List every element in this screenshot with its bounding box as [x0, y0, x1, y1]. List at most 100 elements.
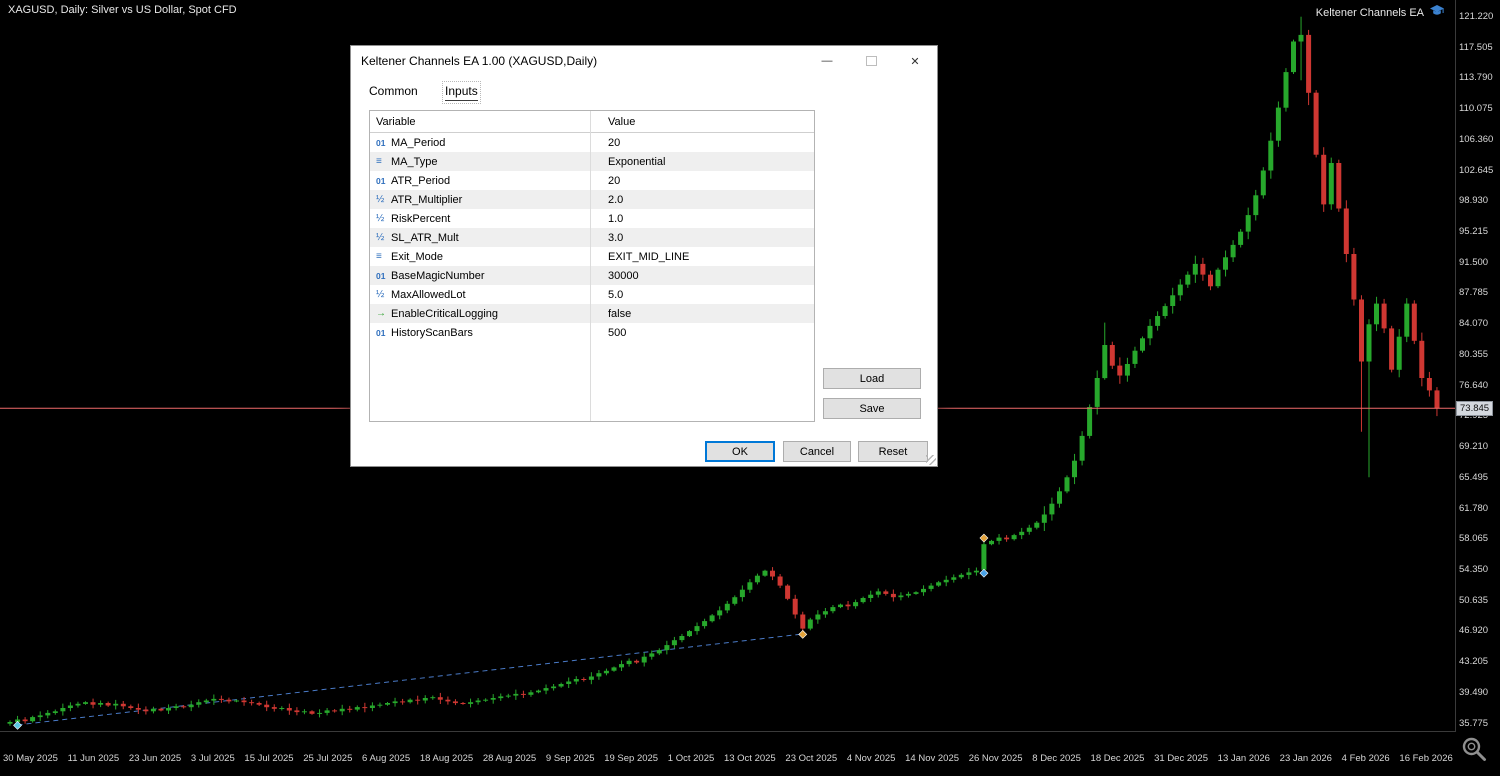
price-tick-label: 87.785	[1459, 287, 1489, 299]
param-name: HistoryScanBars	[391, 326, 473, 339]
param-value[interactable]: 500	[608, 326, 627, 339]
ok-button[interactable]: OK	[705, 441, 775, 462]
price-tick-label: 121.220	[1459, 11, 1494, 22]
price-tick-label: 72.925	[1459, 410, 1489, 422]
maximize-button[interactable]	[849, 46, 893, 76]
minimize-icon: —	[821, 55, 833, 67]
resize-grip[interactable]	[926, 455, 936, 465]
param-name: ATR_Multiplier	[391, 193, 463, 206]
price-axis[interactable]: 121.220 117.505 113.790 110.075 106.360 102.6…	[1456, 0, 1500, 731]
column-header-variable[interactable]: Variable	[370, 111, 602, 133]
date-tick-label: 15 Jul 2025	[244, 753, 294, 764]
october-exit-marker[interactable]	[798, 629, 808, 639]
param-name: BaseMagicNumber	[391, 269, 485, 282]
param-row-MA_Type[interactable]: ≡ MA_Type Exponential	[370, 152, 814, 171]
param-row-EnableCriticalLogging[interactable]: → EnableCriticalLogging false	[370, 304, 814, 323]
param-row-MaxAllowedLot[interactable]: ½ MaxAllowedLot 5.0	[370, 285, 814, 304]
date-tick-label: 31 Dec 2025	[1154, 753, 1208, 764]
price-tick-label: 80.355	[1459, 348, 1489, 360]
date-axis-separator	[0, 731, 1456, 732]
enum-type-icon: ≡	[376, 251, 382, 263]
date-tick-label: 23 Jan 2026	[1279, 753, 1332, 764]
dialog-titlebar[interactable]: Keltener Channels EA 1.00 (XAGUSD,Daily)…	[351, 46, 937, 76]
price-axis-separator	[1455, 0, 1456, 731]
expert-advisor-icon[interactable]	[1430, 4, 1444, 22]
maximize-icon	[865, 56, 877, 66]
load-button[interactable]: Load	[823, 368, 921, 389]
param-value[interactable]: 1.0	[608, 212, 624, 225]
date-tick-label: 23 Jun 2025	[128, 753, 182, 764]
date-tick-label: 16 Feb 2026	[1399, 753, 1453, 764]
double-type-icon: ½	[376, 194, 385, 206]
price-tick-label: 50.635	[1459, 594, 1489, 606]
date-tick-label: 6 Aug 2025	[362, 753, 411, 764]
dialog-tabs: Common Inputs	[351, 76, 937, 104]
double-type-icon: ½	[376, 232, 385, 244]
param-name: Exit_Mode	[391, 250, 443, 263]
param-value[interactable]: 3.0	[608, 231, 624, 244]
param-row-MA_Period[interactable]: 01 MA_Period 20	[370, 133, 814, 153]
param-row-RiskPercent[interactable]: ½ RiskPercent 1.0	[370, 209, 814, 228]
param-value[interactable]: 20	[608, 174, 621, 187]
date-tick-label: 1 Oct 2025	[667, 753, 715, 764]
date-tick-label: 13 Oct 2025	[723, 753, 776, 764]
price-tick-label: 76.640	[1459, 379, 1489, 391]
param-row-ATR_Multiplier[interactable]: ½ ATR_Multiplier 2.0	[370, 190, 814, 209]
price-chart[interactable]	[0, 0, 1456, 731]
param-name: MaxAllowedLot	[391, 288, 466, 301]
price-tick-label: 46.920	[1459, 625, 1489, 637]
param-row-HistoryScanBars[interactable]: 01 HistoryScanBars 500	[370, 323, 814, 342]
param-row-SL_ATR_Mult[interactable]: ½ SL_ATR_Mult 3.0	[370, 228, 814, 247]
ea-indicator[interactable]: Keltener Channels EA	[1316, 4, 1444, 22]
date-axis[interactable]: 30 May 2025 11 Jun 2025 23 Jun 2025 3 Jul 2…	[0, 753, 1456, 764]
price-tick-label: 43.205	[1459, 656, 1489, 668]
price-tick-label: 102.645	[1459, 164, 1494, 176]
save-button[interactable]: Save	[823, 398, 921, 419]
tab-common[interactable]: Common	[369, 84, 418, 98]
date-tick-label: 14 Nov 2025	[905, 753, 960, 764]
param-row-ATR_Period[interactable]: 01 ATR_Period 20	[370, 171, 814, 190]
trendline[interactable]	[17, 633, 803, 726]
price-tick-label: 35.775	[1459, 717, 1489, 729]
tab-inputs[interactable]: Inputs	[442, 81, 481, 104]
price-tick-label: 54.350	[1459, 563, 1489, 575]
november-entry-marker[interactable]	[979, 568, 989, 578]
price-tick-label: 91.500	[1459, 256, 1489, 268]
date-tick-label: 18 Dec 2025	[1090, 753, 1145, 764]
trend-start-marker[interactable]	[13, 720, 22, 730]
date-tick-label: 25 Jul 2025	[303, 753, 353, 764]
param-value[interactable]: 5.0	[608, 288, 624, 301]
param-name: RiskPercent	[391, 212, 451, 225]
param-value[interactable]: Exponential	[608, 155, 666, 168]
int-type-icon: 01	[376, 270, 386, 281]
enum-type-icon: ≡	[376, 156, 382, 168]
param-row-Exit_Mode[interactable]: ≡ Exit_Mode EXIT_MID_LINE	[370, 247, 814, 266]
param-name: MA_Period	[391, 136, 446, 149]
column-header-value[interactable]: Value	[602, 111, 814, 133]
minimize-button[interactable]: —	[805, 46, 849, 76]
reset-button[interactable]: Reset	[858, 441, 928, 462]
param-value[interactable]: EXIT_MID_LINE	[608, 250, 690, 263]
inputs-table[interactable]: Variable Value 01 MA_Period 20 ≡ MA_Type Expo…	[369, 110, 815, 422]
param-value[interactable]: 2.0	[608, 193, 624, 206]
price-tick-label: 106.360	[1459, 133, 1494, 145]
magnifier-icon[interactable]	[1460, 735, 1488, 768]
date-tick-label: 23 Oct 2025	[785, 753, 838, 764]
close-button[interactable]: ✕	[893, 46, 937, 76]
price-tick-label: 95.215	[1459, 226, 1489, 238]
date-tick-label: 28 Aug 2025	[482, 753, 537, 764]
param-value[interactable]: 30000	[608, 269, 639, 282]
param-value[interactable]: 20	[608, 136, 621, 149]
table-header-row: Variable Value	[370, 111, 814, 133]
cancel-button[interactable]: Cancel	[783, 441, 851, 462]
date-tick-label: 4 Feb 2026	[1341, 753, 1390, 764]
price-tick-label: 84.070	[1459, 318, 1489, 330]
price-tick-label: 39.490	[1459, 686, 1489, 698]
date-tick-label: 26 Nov 2025	[968, 753, 1023, 764]
november-exit-marker[interactable]	[979, 533, 989, 543]
param-value[interactable]: false	[608, 307, 632, 320]
date-tick-label: 3 Jul 2025	[190, 753, 235, 764]
param-name: EnableCriticalLogging	[391, 307, 499, 320]
param-row-BaseMagicNumber[interactable]: 01 BaseMagicNumber 30000	[370, 266, 814, 285]
param-name: MA_Type	[391, 155, 438, 168]
